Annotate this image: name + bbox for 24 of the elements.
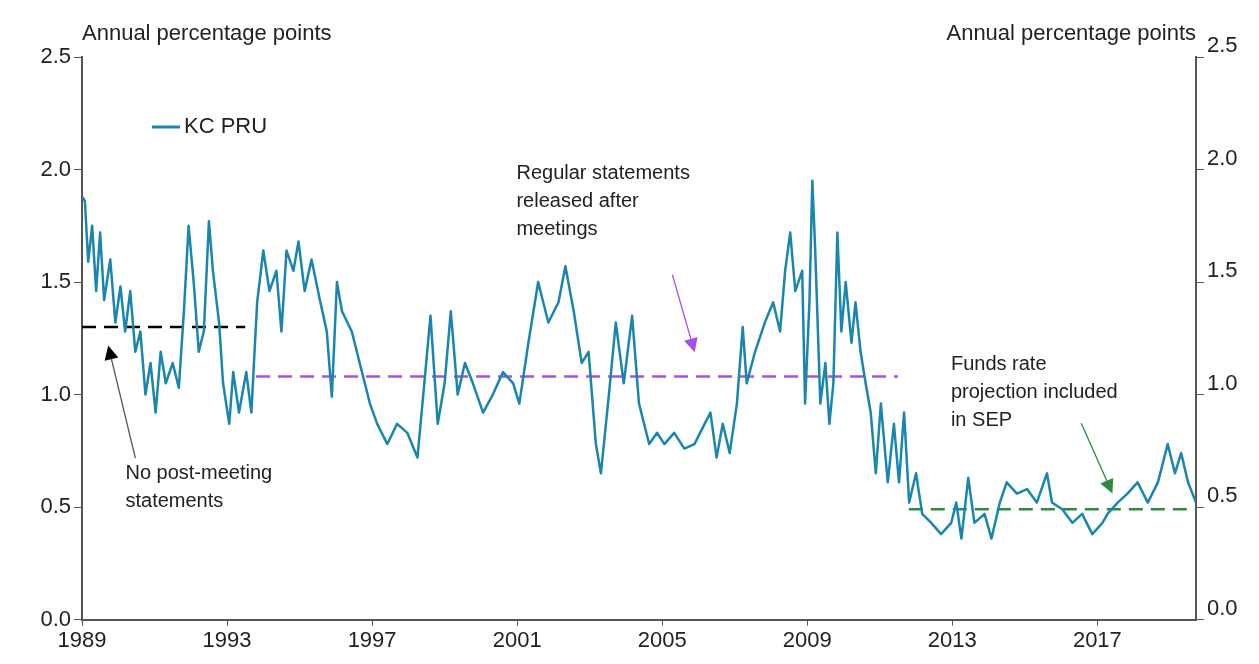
y2-tick-label: 1.5 <box>1207 257 1238 283</box>
y2-tick-label: 0.5 <box>1207 482 1238 508</box>
y2-tick-label: 1.0 <box>1207 369 1238 395</box>
legend-label: KC PRU <box>184 113 268 139</box>
annotation: Regular statements released after meetings <box>516 161 690 240</box>
y-tick-label: 1.0 <box>40 380 71 406</box>
x-tick-label: 2005 <box>637 626 687 652</box>
annotation: Funds rate projection included in SEP <box>950 352 1118 431</box>
x-tick-label: 2013 <box>927 626 977 652</box>
y-tick-label: 1.5 <box>40 268 71 294</box>
y2-tick-label: 2.0 <box>1207 144 1238 170</box>
y-axis-title: Annual percentage points <box>82 20 332 46</box>
x-tick-label: 2017 <box>1072 626 1122 652</box>
y-tick-label: 2.0 <box>40 155 71 181</box>
x-tick-label: 1993 <box>202 626 252 652</box>
y-tick-label: 0.5 <box>40 493 71 519</box>
x-tick-label: 2001 <box>492 626 542 652</box>
x-tick-label: 1997 <box>347 626 397 652</box>
y-tick-label: 2.5 <box>40 43 71 69</box>
x-tick-label: 2009 <box>782 626 832 652</box>
y2-tick-label: 0.0 <box>1207 594 1238 620</box>
annotation: No post-meeting statements <box>125 460 273 511</box>
y2-axis-title: Annual percentage points <box>946 20 1196 46</box>
y2-tick-label: 2.5 <box>1207 32 1238 58</box>
